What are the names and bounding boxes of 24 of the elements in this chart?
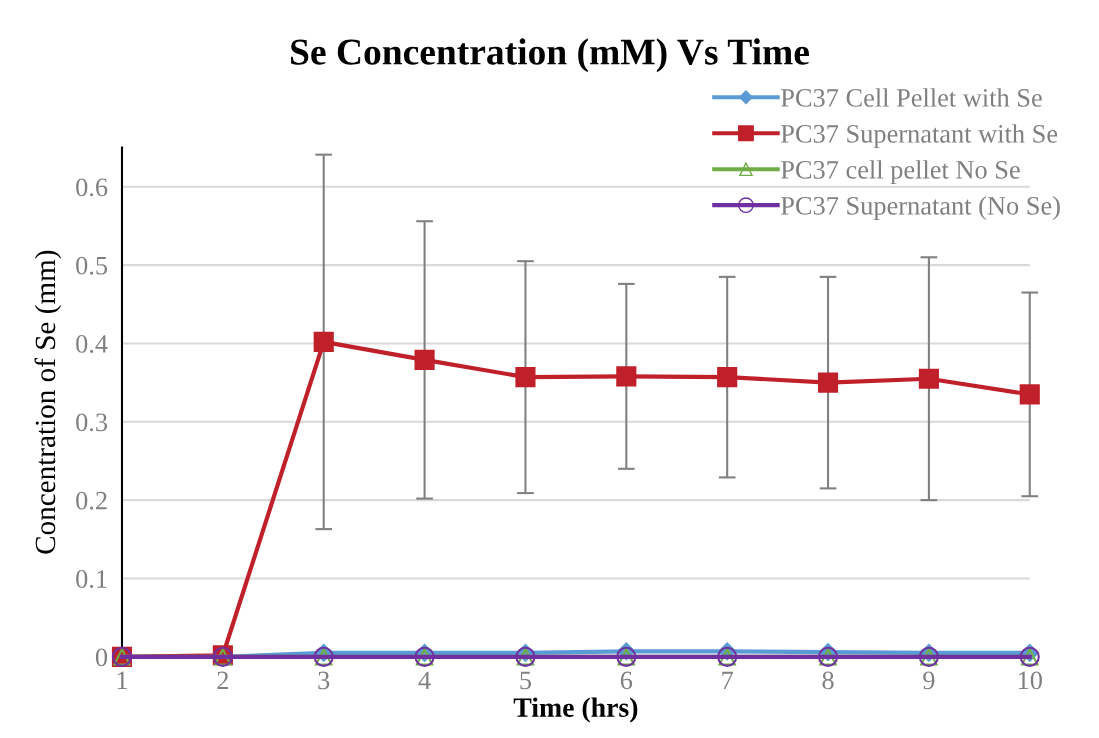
x-tick-label: 2 — [217, 671, 228, 690]
y-tick-label: 0.2 — [76, 491, 107, 510]
x-tick-label: 7 — [722, 671, 734, 690]
legend-label: PC37 Supernatant (No Se) — [781, 196, 1060, 221]
y-tick-label: 0 — [95, 648, 108, 667]
x-tick-label: 5 — [520, 671, 532, 690]
x-tick-label: 9 — [923, 671, 935, 690]
legend-label: PC37 cell pellet No Se — [781, 160, 1020, 185]
y-axis-title: Concentration of Se (mm) — [34, 250, 62, 554]
y-tick-label: 0.6 — [76, 178, 108, 197]
legend-label: PC37 Cell Pellet with Se — [781, 88, 1042, 107]
chart-title: Se Concentration (mM) Vs Time — [291, 38, 809, 73]
x-tick-label: 10 — [1018, 671, 1042, 690]
y-tick-label: 0.5 — [76, 256, 108, 275]
y-tick-label: 0.4 — [76, 335, 108, 353]
x-axis-title: Time (hrs) — [513, 697, 638, 723]
x-tick-label: 4 — [418, 671, 431, 690]
legend-label: PC37 Supernatant with Se — [781, 124, 1058, 149]
x-tick-label: 1 — [117, 671, 127, 690]
x-tick-label: 3 — [318, 671, 330, 690]
x-tick-label: 8 — [822, 671, 834, 690]
y-tick-label: 0.3 — [76, 413, 108, 432]
x-tick-label: 6 — [620, 671, 633, 690]
y-tick-label: 0.1 — [76, 570, 107, 589]
